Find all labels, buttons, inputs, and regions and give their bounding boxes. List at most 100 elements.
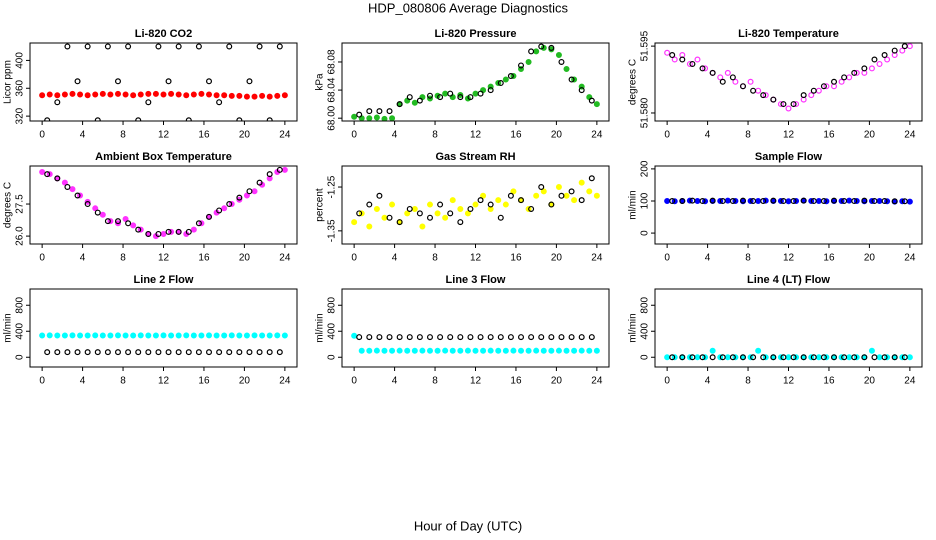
point bbox=[160, 332, 167, 339]
y-tick-label: 320 bbox=[15, 107, 26, 124]
point bbox=[709, 347, 716, 354]
plot-area bbox=[351, 332, 600, 354]
x-tick-label: 20 bbox=[239, 253, 251, 264]
point bbox=[92, 91, 99, 98]
point bbox=[389, 115, 396, 121]
panel-title: Line 2 Flow bbox=[134, 274, 194, 286]
x-tick-label: 16 bbox=[510, 376, 522, 387]
point bbox=[578, 347, 585, 354]
point bbox=[732, 78, 739, 85]
point bbox=[800, 197, 807, 204]
point bbox=[226, 349, 233, 356]
point bbox=[510, 347, 517, 354]
point bbox=[386, 108, 393, 115]
point bbox=[185, 228, 192, 235]
point bbox=[588, 175, 595, 182]
point bbox=[195, 220, 202, 227]
y-tick-label: 400 bbox=[15, 52, 26, 69]
point bbox=[206, 332, 213, 339]
point bbox=[729, 354, 736, 361]
point bbox=[366, 115, 373, 121]
point bbox=[780, 101, 787, 108]
point bbox=[69, 186, 76, 193]
point bbox=[881, 354, 888, 361]
point bbox=[719, 354, 726, 361]
point bbox=[145, 230, 152, 237]
point bbox=[815, 197, 822, 204]
point bbox=[216, 349, 223, 356]
point bbox=[366, 108, 373, 115]
x-tick-label: 16 bbox=[510, 253, 522, 264]
point bbox=[426, 92, 433, 99]
point bbox=[236, 349, 243, 356]
y-axis-label: degrees C bbox=[3, 182, 14, 228]
x-tick-label: 12 bbox=[470, 130, 482, 141]
x-tick-label: 12 bbox=[783, 376, 795, 387]
panel: Li-820 Temperature degrees C 0 4 8 12 16 20 24 51… bbox=[628, 28, 923, 141]
point bbox=[198, 332, 205, 339]
point bbox=[107, 91, 114, 98]
point bbox=[525, 347, 532, 354]
point bbox=[122, 91, 129, 98]
point bbox=[61, 179, 68, 186]
x-tick-label: 20 bbox=[864, 376, 876, 387]
plot-frame bbox=[654, 42, 923, 122]
y-tick-label: 100 bbox=[640, 192, 651, 209]
point bbox=[168, 90, 175, 97]
point bbox=[246, 78, 253, 85]
point bbox=[281, 166, 288, 173]
point bbox=[593, 347, 600, 354]
point bbox=[841, 197, 848, 204]
point bbox=[568, 76, 575, 83]
point bbox=[724, 69, 731, 76]
y-tick-label: 51.580 bbox=[640, 97, 651, 128]
point bbox=[406, 334, 413, 341]
point bbox=[568, 188, 575, 195]
point bbox=[406, 205, 413, 212]
x-tick-label: 0 bbox=[351, 130, 357, 141]
point bbox=[457, 205, 464, 212]
point bbox=[145, 99, 152, 106]
point bbox=[555, 51, 562, 58]
point bbox=[437, 334, 444, 341]
point bbox=[84, 332, 91, 339]
y-tick-label: 360 bbox=[15, 79, 26, 96]
plot-area bbox=[39, 166, 288, 240]
x-tick-label: 0 bbox=[39, 376, 45, 387]
point bbox=[871, 56, 878, 63]
point bbox=[810, 87, 817, 94]
x-tick-label: 0 bbox=[351, 376, 357, 387]
x-tick-label: 16 bbox=[823, 130, 835, 141]
point bbox=[571, 347, 578, 354]
point bbox=[467, 94, 474, 101]
x-tick-label: 24 bbox=[904, 376, 916, 387]
point bbox=[891, 354, 898, 361]
y-tick-label: 0 bbox=[640, 230, 651, 236]
point bbox=[689, 354, 696, 361]
point bbox=[381, 214, 388, 221]
point bbox=[689, 197, 696, 204]
point bbox=[876, 197, 883, 204]
point bbox=[44, 117, 51, 121]
point bbox=[555, 184, 562, 191]
panel: Ambient Box Temperature degrees C 0 4 8 12 16 2… bbox=[3, 151, 298, 264]
point bbox=[183, 332, 190, 339]
point bbox=[104, 43, 111, 50]
x-tick-label: 8 bbox=[120, 376, 126, 387]
point bbox=[480, 347, 487, 354]
x-tick-label: 12 bbox=[158, 253, 170, 264]
point bbox=[891, 198, 898, 205]
x-tick-label: 12 bbox=[470, 253, 482, 264]
point bbox=[64, 349, 71, 356]
y-tick-label: 26.0 bbox=[15, 226, 26, 246]
plot-area bbox=[351, 43, 600, 121]
point bbox=[694, 354, 701, 361]
point bbox=[366, 347, 373, 354]
point bbox=[94, 209, 101, 216]
point bbox=[790, 101, 797, 108]
point bbox=[815, 87, 822, 94]
point bbox=[464, 210, 471, 217]
point bbox=[125, 43, 132, 50]
point bbox=[823, 83, 830, 90]
point bbox=[901, 354, 908, 361]
